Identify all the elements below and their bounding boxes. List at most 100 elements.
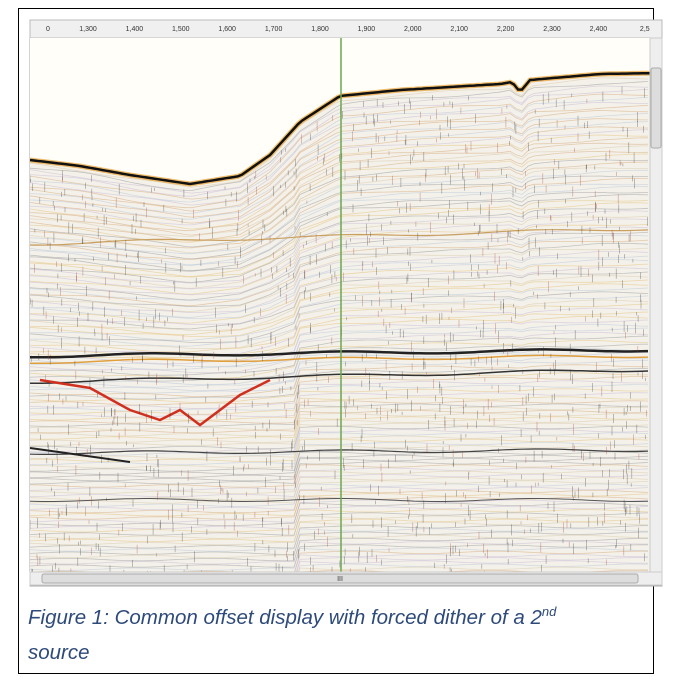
reflector <box>30 403 649 427</box>
reflector <box>30 210 649 284</box>
reflector <box>30 506 649 530</box>
reflector <box>30 410 649 434</box>
strong-reflector <box>30 229 649 246</box>
reflector <box>30 490 649 514</box>
caption-text-end: source <box>28 641 90 664</box>
reflector <box>299 570 649 572</box>
reflector <box>30 458 649 482</box>
reflector <box>30 77 649 188</box>
ruler-label: 2,400 <box>590 26 608 33</box>
v-scroll-thumb[interactable] <box>650 67 662 149</box>
reflector <box>30 531 648 555</box>
reflector <box>30 518 649 542</box>
reflector <box>30 311 649 359</box>
reflector <box>30 442 649 466</box>
strong-reflector <box>30 369 649 385</box>
reflector <box>30 590 648 600</box>
reflector <box>30 271 649 330</box>
reflector <box>30 376 649 406</box>
ruler-label: 1,700 <box>265 26 283 33</box>
reflector <box>30 419 649 443</box>
reflector <box>30 356 648 391</box>
reflector <box>30 175 649 260</box>
seismic-figure: III 0 1,300 1,400 1,500 1,600 1,700 1,800 1,900… <box>29 19 663 600</box>
reflector <box>30 169 649 255</box>
reflector <box>30 145 648 237</box>
h-scroll-thumb[interactable] <box>41 573 639 584</box>
reflector <box>30 89 649 197</box>
reflector <box>30 121 649 220</box>
reflector <box>30 150 649 242</box>
reflector <box>30 202 649 278</box>
reflector <box>30 445 649 469</box>
reflector <box>30 538 648 562</box>
reflector <box>295 557 649 572</box>
reflector <box>30 438 649 462</box>
event <box>30 447 131 463</box>
reflector <box>30 118 648 218</box>
reflector <box>30 159 649 248</box>
reflector <box>30 178 649 260</box>
ruler-label: 1,800 <box>311 26 329 33</box>
ruler-label: 1,600 <box>218 26 236 33</box>
reflector <box>30 315 649 361</box>
reflector <box>30 194 649 272</box>
reflector <box>30 454 649 478</box>
reflector <box>294 554 649 572</box>
reflector <box>30 275 649 331</box>
reflector <box>30 161 648 249</box>
reflector <box>30 319 649 364</box>
reflector <box>30 525 649 549</box>
reflector <box>30 191 649 272</box>
reflector <box>297 563 649 572</box>
reflector <box>30 263 649 324</box>
strong-reflector <box>30 448 649 455</box>
seismic-image <box>30 38 650 600</box>
ruler-label: 2,200 <box>497 26 515 33</box>
reflector <box>30 392 649 418</box>
reflector <box>30 493 649 517</box>
reflector <box>30 183 649 266</box>
reflector <box>30 396 649 421</box>
reflector <box>30 167 649 254</box>
ruler-label: 1,500 <box>172 26 190 33</box>
reflector <box>30 218 649 290</box>
reflector <box>30 153 648 243</box>
reflector <box>30 231 649 301</box>
reflector <box>30 267 649 325</box>
reflector <box>30 215 649 289</box>
reflector <box>30 142 649 236</box>
reflector <box>30 332 649 373</box>
reflector <box>30 234 649 302</box>
reflector <box>30 239 649 307</box>
seafloor <box>30 71 650 186</box>
reflector <box>30 544 648 568</box>
reflector <box>30 474 649 498</box>
water-column <box>30 38 650 184</box>
reflector <box>30 451 649 475</box>
reflector <box>30 435 649 459</box>
reflector <box>30 242 649 308</box>
reflector <box>30 413 649 437</box>
reflector <box>30 109 649 212</box>
strong-reflector <box>30 498 649 502</box>
reflector <box>30 528 649 552</box>
caption: Figure 1: Common offset display with for… <box>28 600 603 670</box>
reflector <box>30 464 649 488</box>
caption-superscript: nd <box>541 604 557 620</box>
reflector <box>30 512 649 536</box>
reflector <box>30 291 649 343</box>
reflector <box>30 522 649 546</box>
ruler-label: 2,100 <box>450 26 468 33</box>
reflector <box>30 429 649 453</box>
reflector <box>30 364 648 397</box>
reflector <box>30 380 649 409</box>
reflector <box>30 129 649 226</box>
reflector <box>30 406 649 430</box>
reflector <box>30 307 649 356</box>
reflector <box>30 279 649 336</box>
reflector <box>30 343 648 382</box>
scroll-grip: III <box>337 576 343 583</box>
reflector <box>30 97 649 203</box>
